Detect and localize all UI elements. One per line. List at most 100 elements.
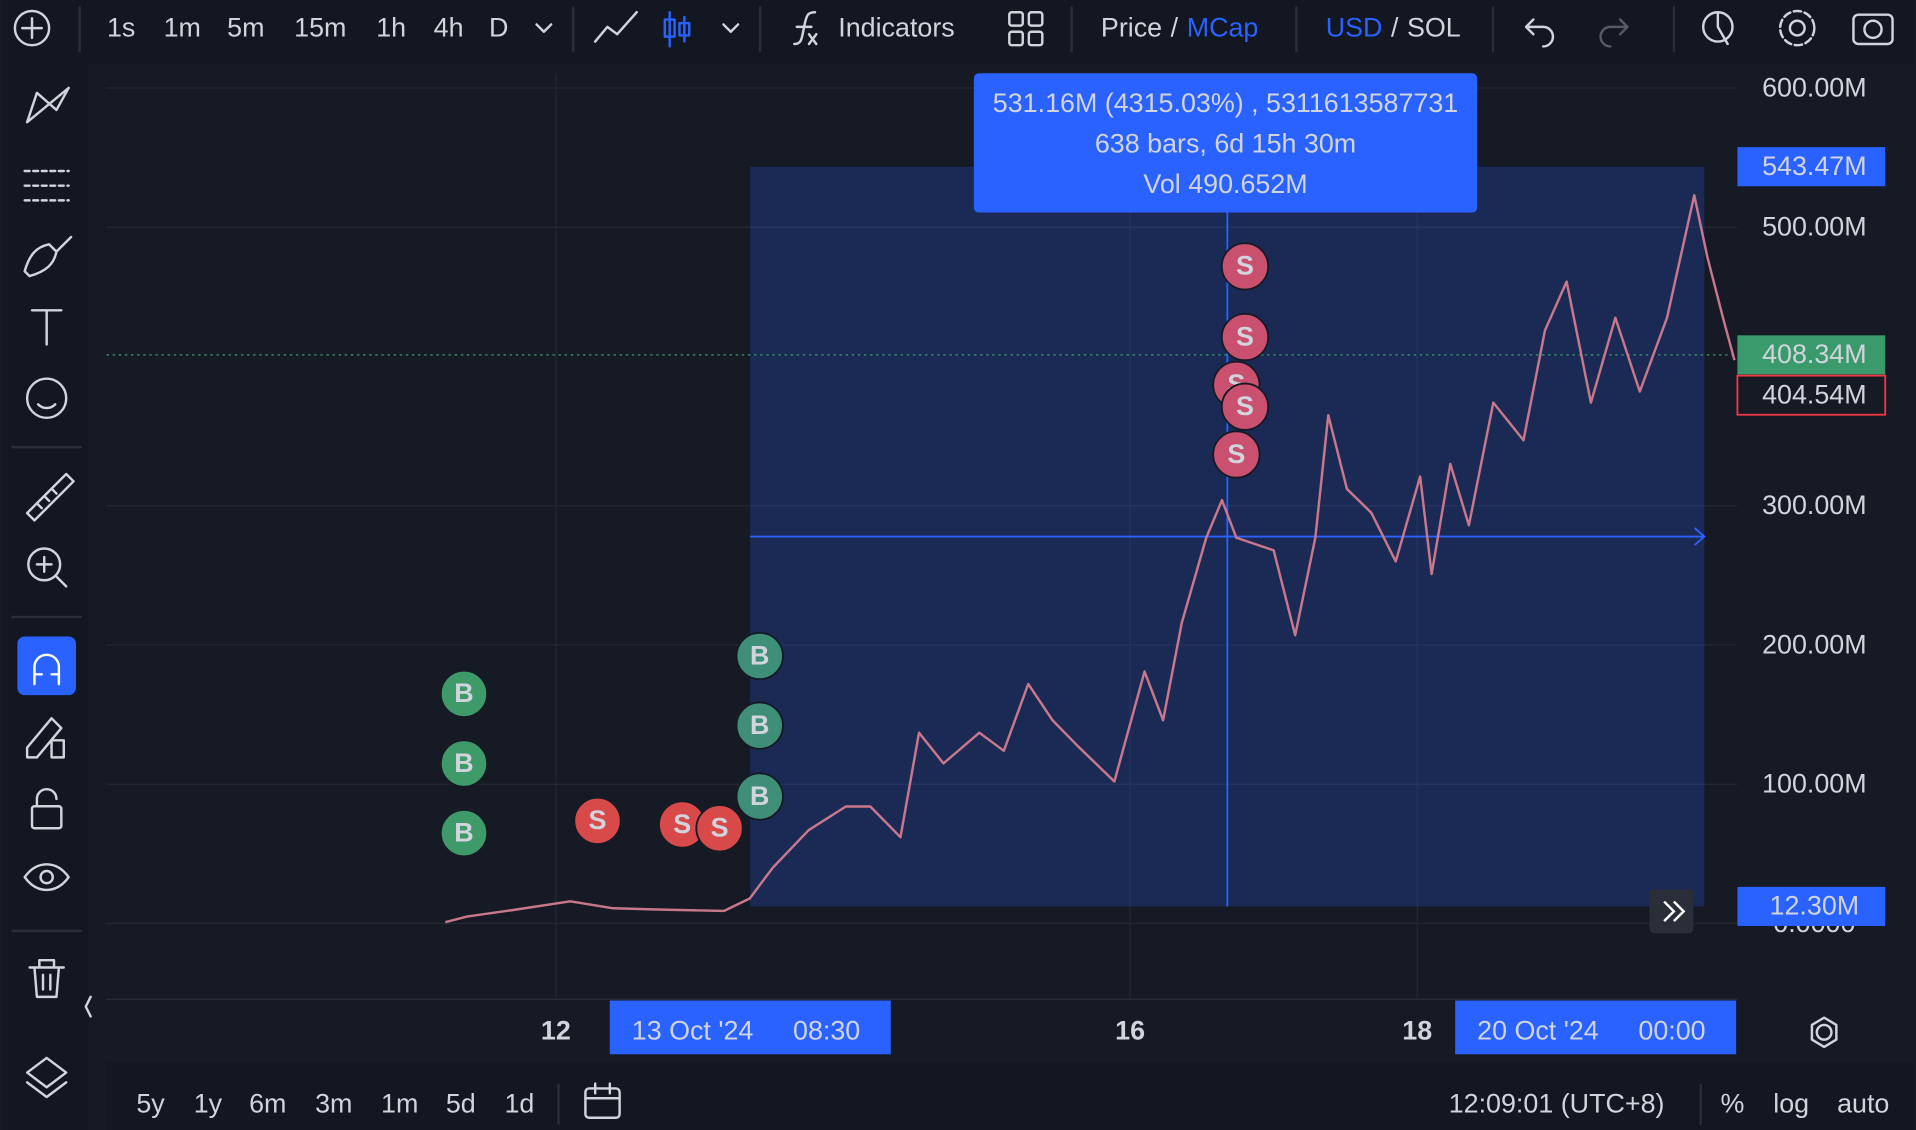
y-tick-label: 500.00M (1762, 212, 1867, 242)
axis-settings-icon[interactable] (1815, 1023, 1833, 1041)
zoom-tool[interactable] (27, 547, 62, 582)
range-button[interactable]: 6m (249, 1089, 286, 1119)
trade-marker-label: B (454, 678, 473, 708)
trade-marker-dot (1212, 430, 1261, 479)
range-label-time: 00:00 (1638, 1015, 1705, 1045)
interval-button[interactable]: D (489, 12, 508, 42)
trade-marker: S (1220, 312, 1270, 362)
magnet-tool[interactable] (17, 636, 76, 696)
range-button[interactable]: 1d (504, 1089, 534, 1119)
settings-icon[interactable] (1788, 19, 1806, 37)
interval-button[interactable]: 4h (434, 12, 464, 42)
emoji-tool[interactable] (25, 377, 68, 420)
toggle-left: USD (1326, 12, 1383, 42)
y-tick-label: 200.00M (1762, 629, 1867, 659)
collapse-toolbar[interactable] (84, 995, 92, 1018)
scroll-icon (1663, 900, 1686, 922)
line-style-icon[interactable] (593, 10, 638, 43)
trade-marker: S (1220, 242, 1270, 291)
trade-marker-dot (439, 669, 489, 719)
redo-icon[interactable] (1599, 18, 1629, 48)
y-tick-label: 600.00M (1762, 72, 1867, 102)
layout-icon[interactable] (1008, 10, 1024, 27)
left-tools (11, 86, 92, 1099)
price-toggle[interactable]: Price / MCap (1101, 12, 1258, 42)
range-button[interactable]: 1y (194, 1089, 223, 1119)
price-label: 408.34M (1762, 339, 1867, 369)
delete-tool[interactable] (28, 958, 65, 999)
toggle-right: MCap (1187, 12, 1259, 42)
goto-date-icon[interactable] (584, 1087, 621, 1120)
interval-button[interactable]: 1h (376, 12, 406, 42)
lock-draw-tool[interactable] (25, 717, 65, 759)
trade-marker: S (658, 800, 707, 849)
candle-style-icon[interactable] (668, 10, 686, 48)
indicators-button[interactable]: Indicators (838, 12, 954, 42)
trade-marker: B (439, 739, 489, 788)
text-tool[interactable] (30, 309, 63, 346)
interval-button[interactable]: 15m (294, 12, 346, 42)
top-icons (13, 6, 1894, 53)
x-tick-label: 18 (1402, 1015, 1432, 1045)
trade-marker-label: S (1236, 391, 1254, 421)
trade-marker-label: B (750, 781, 769, 811)
brush-tool[interactable] (23, 235, 73, 278)
trade-marker: S (573, 796, 622, 846)
ruler-tool[interactable] (25, 472, 75, 522)
interval-button[interactable]: 1s (107, 12, 135, 42)
currency-toggle[interactable]: USD / SOL (1326, 12, 1461, 42)
interval-button[interactable]: 1m (164, 12, 201, 42)
tooltip-box (973, 73, 1478, 213)
trade-marker-dot (439, 739, 489, 788)
scale-option[interactable]: log (1773, 1089, 1809, 1119)
trade-marker-label: S (711, 813, 729, 843)
pattern-tool[interactable] (25, 86, 70, 124)
trade-marker-label: S (1236, 251, 1254, 281)
trade-marker-dot (1220, 242, 1270, 291)
trade-marker-dot (735, 631, 784, 681)
range-button[interactable]: 5y (136, 1089, 165, 1119)
screenshot-icon[interactable] (1852, 13, 1894, 46)
layers-tool[interactable] (25, 1056, 68, 1099)
trade-marker-dot (1220, 382, 1270, 431)
range-label-date: 13 Oct '24 (632, 1015, 754, 1045)
trade-marker-label: B (750, 640, 769, 670)
fib-tool[interactable] (23, 169, 70, 202)
range-label-box (1455, 1000, 1737, 1055)
trade-marker-dot (735, 701, 784, 750)
trade-marker: B (735, 701, 784, 750)
trade-marker-label: S (1236, 321, 1254, 351)
interval-menu[interactable] (535, 23, 553, 33)
undo-icon[interactable] (1524, 18, 1555, 48)
lock-tool[interactable] (30, 805, 63, 830)
scale-option[interactable]: % (1721, 1089, 1745, 1119)
price-label-box (1736, 374, 1887, 416)
range-label-time: 08:30 (793, 1015, 860, 1045)
range-button[interactable]: 1m (381, 1089, 418, 1119)
tooltip-line: 638 bars, 6d 15h 30m (1095, 128, 1356, 158)
trade-marker-dot (695, 804, 744, 853)
trade-marker-dot (735, 772, 784, 821)
scale-option[interactable]: auto (1837, 1089, 1889, 1119)
interval-button[interactable]: 5m (227, 12, 264, 42)
trade-marker-dot (1220, 312, 1270, 362)
price-line-series (444, 193, 1736, 924)
hide-tool[interactable] (23, 863, 70, 892)
toggle-left: Price (1101, 12, 1162, 42)
chart-type-menu[interactable] (722, 23, 740, 33)
price-label-box (1737, 335, 1886, 375)
bottom-icons (557, 1016, 1838, 1126)
bottom-bar (106, 1062, 1914, 1130)
trade-marker-label: B (454, 748, 473, 778)
trade-marker: B (735, 631, 784, 681)
trade-marker: B (439, 669, 489, 719)
scroll-button[interactable] (1649, 889, 1694, 934)
trade-marker-label: B (454, 817, 473, 847)
fx-icon[interactable] (793, 10, 818, 46)
range-button[interactable]: 3m (315, 1089, 352, 1119)
range-button[interactable]: 5d (446, 1089, 476, 1119)
add-icon[interactable] (13, 9, 51, 47)
y-tick-label: 300.00M (1762, 490, 1867, 520)
